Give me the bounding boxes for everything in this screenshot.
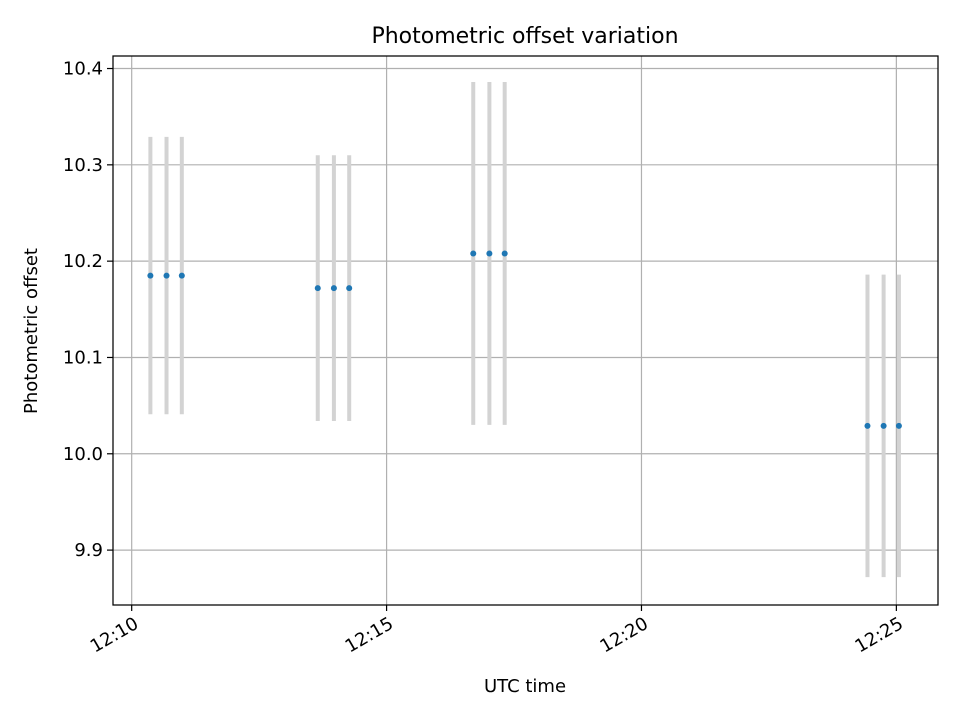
data-points	[147, 250, 902, 429]
y-axis-label: Photometric offset	[21, 248, 42, 414]
data-point	[147, 272, 154, 279]
data-point	[314, 285, 321, 292]
data-point	[895, 422, 902, 429]
data-point	[864, 422, 871, 429]
data-point	[163, 272, 170, 279]
y-tick-label: 10.3	[63, 155, 103, 176]
data-point	[346, 285, 353, 292]
y-axis-ticks: 9.9 10.0 10.1 10.2 10.3 10.4	[63, 59, 113, 561]
data-point	[330, 285, 337, 292]
y-tick-label: 10.2	[63, 251, 103, 272]
data-point	[501, 250, 508, 257]
x-axis-label: UTC time	[484, 676, 566, 697]
data-point	[178, 272, 185, 279]
data-point	[880, 422, 887, 429]
grid	[113, 56, 938, 605]
y-tick-label: 9.9	[74, 540, 103, 561]
plot-frame	[112, 55, 939, 606]
y-tick-label: 10.1	[63, 347, 103, 368]
data-point	[486, 250, 493, 257]
y-tick-label: 10.4	[63, 59, 103, 80]
chart-title: Photometric offset variation	[371, 24, 678, 49]
y-tick-label: 10.0	[63, 444, 103, 465]
data-point	[470, 250, 477, 257]
